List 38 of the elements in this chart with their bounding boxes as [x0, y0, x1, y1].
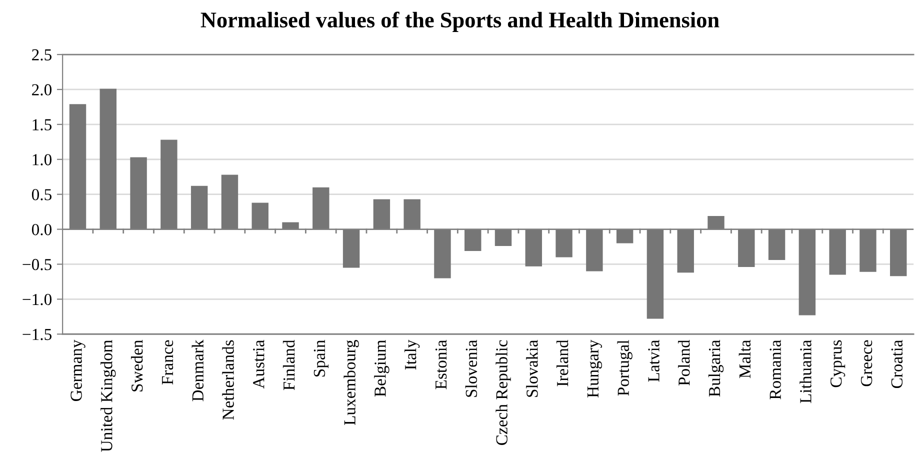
x-tick-label: Bulgaria	[708, 340, 724, 397]
y-tick-label: 0.5	[32, 189, 52, 200]
x-tick-label: Malta	[738, 340, 751, 378]
x-tick-label: Latvia	[648, 340, 660, 382]
x-tick-label: Netherlands	[222, 340, 234, 420]
x-tick-label: Austria	[253, 340, 264, 389]
y-tick-label: 2.5	[32, 49, 52, 61]
x-tick-label: Greece	[860, 340, 872, 386]
x-tick-label: Italy	[404, 340, 420, 370]
x-tick-label: Luxembourg	[344, 340, 359, 425]
x-tick-label: Lithuania	[800, 340, 812, 404]
x-tick-label: Cyprus	[830, 340, 846, 388]
x-tick-label: France	[162, 340, 174, 385]
x-tick-label: Belgium	[374, 340, 390, 397]
x-tick-label: Romania	[770, 340, 781, 400]
x-tick-label: Hungary	[587, 340, 602, 398]
x-tick-label: Finland	[282, 340, 295, 390]
x-tick-label: Sweden	[130, 340, 143, 392]
y-tick-label: 1.5	[32, 119, 52, 130]
y-tick-label: −1.5	[22, 328, 52, 340]
x-tick-label: Spain	[314, 340, 328, 377]
x-tick-label: Czech Republic	[496, 340, 511, 445]
x-tick-label: Portugal	[617, 340, 632, 396]
y-tick-label: 2.0	[32, 84, 52, 96]
x-tick-label: United Kingdom	[100, 340, 116, 452]
x-tick-label: Slovakia	[526, 340, 538, 397]
y-tick-label: 1.0	[32, 154, 52, 166]
x-tick-label: Estonia	[435, 340, 447, 390]
x-tick-label: Slovenia	[465, 340, 478, 397]
chart-title: Normalised values of the Sports and Health Dimension	[200, 12, 720, 32]
x-tick-label: Poland	[678, 340, 690, 386]
y-tick-label: −1.0	[22, 294, 52, 306]
x-tick-label: Denmark	[192, 340, 204, 402]
x-tick-label: Germany	[70, 340, 86, 402]
y-tick-label: −0.5	[22, 258, 52, 270]
x-tick-label: Croatia	[891, 340, 903, 388]
y-tick-label: 0.0	[32, 224, 52, 236]
x-tick-label: Ireland	[556, 340, 568, 386]
